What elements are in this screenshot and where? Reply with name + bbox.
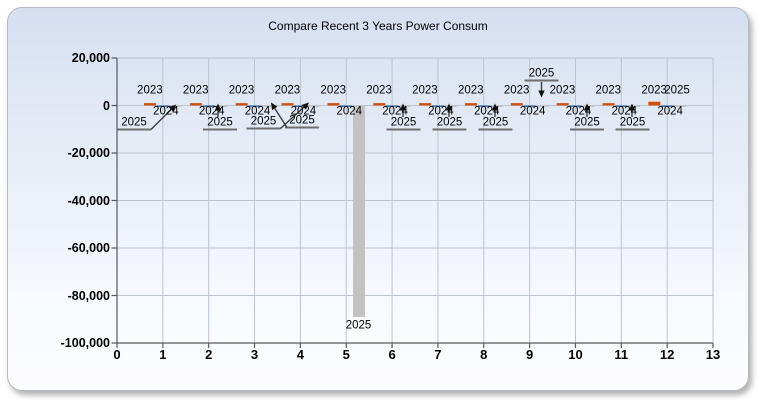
bar-2023-group6[interactable] [373,103,386,106]
leader-line-group3 [280,106,305,130]
bar-2023-group2[interactable] [189,103,202,106]
bar-2023-group3[interactable] [235,103,248,106]
bar-2024-group12[interactable] [661,105,674,107]
bar-2025-group1[interactable] [169,105,182,107]
leader-arrowhead-group8 [491,103,499,111]
leader-arrowhead-group7 [445,103,453,111]
leader-arrowhead-group3 [301,102,309,110]
bar-2024-group9[interactable] [523,105,536,107]
bar-2024-group11[interactable] [615,105,628,107]
bar-2024-group3[interactable] [248,105,261,107]
bar-2025-group3[interactable] [261,105,274,107]
chart-card: Compare Recent 3 Years Power Consum [7,7,749,391]
chart-title: Compare Recent 3 Years Power Consum [268,19,488,33]
leader-line-group4 [274,108,288,128]
bar-2024-group2[interactable] [202,105,215,107]
bar-2023-group11[interactable] [602,103,615,106]
bar-2023-group1[interactable] [144,103,157,106]
bar-2025-group10[interactable] [582,105,595,107]
bar-2023-group4[interactable] [281,103,294,106]
leader-arrowhead-group6 [399,103,407,111]
leader-line-group1 [150,108,172,130]
bar-2025-group4[interactable] [307,105,320,107]
bar-2024-group10[interactable] [569,105,582,107]
leader-arrowhead-group9 [538,90,545,98]
leader-arrowhead-group2 [214,103,222,111]
leader-arrowhead-group1 [168,104,176,112]
leader-arrowhead-group4 [271,102,278,111]
bar-2023-group9[interactable] [510,103,523,106]
bar-2023-group10[interactable] [556,103,569,106]
bar-2024-group4[interactable] [294,105,307,107]
bar-2025-group8[interactable] [490,105,503,107]
bar-2023-group12[interactable] [648,101,661,106]
leader-arrowhead-group11 [628,103,636,111]
bar-2024-group7[interactable] [431,105,444,107]
bar-2024-group1[interactable] [156,105,169,107]
bar-2025-group6[interactable] [398,105,411,107]
bar-2025-group12[interactable] [673,105,686,107]
bar-2024-group8[interactable] [477,105,490,107]
bar-2024-group6[interactable] [386,105,399,107]
bar-2024-group5[interactable] [340,105,353,107]
bar-2023-group8[interactable] [464,103,477,106]
bar-2025-group5[interactable] [353,105,366,317]
bar-2023-group7[interactable] [419,103,432,106]
bar-2025-group11[interactable] [628,105,641,107]
bar-2025-group7[interactable] [444,105,457,107]
bar-2025-group2[interactable] [215,105,228,107]
bar-2023-group5[interactable] [327,103,340,106]
bar-2025-group9[interactable] [536,105,549,107]
leader-arrowhead-group10 [583,103,591,111]
